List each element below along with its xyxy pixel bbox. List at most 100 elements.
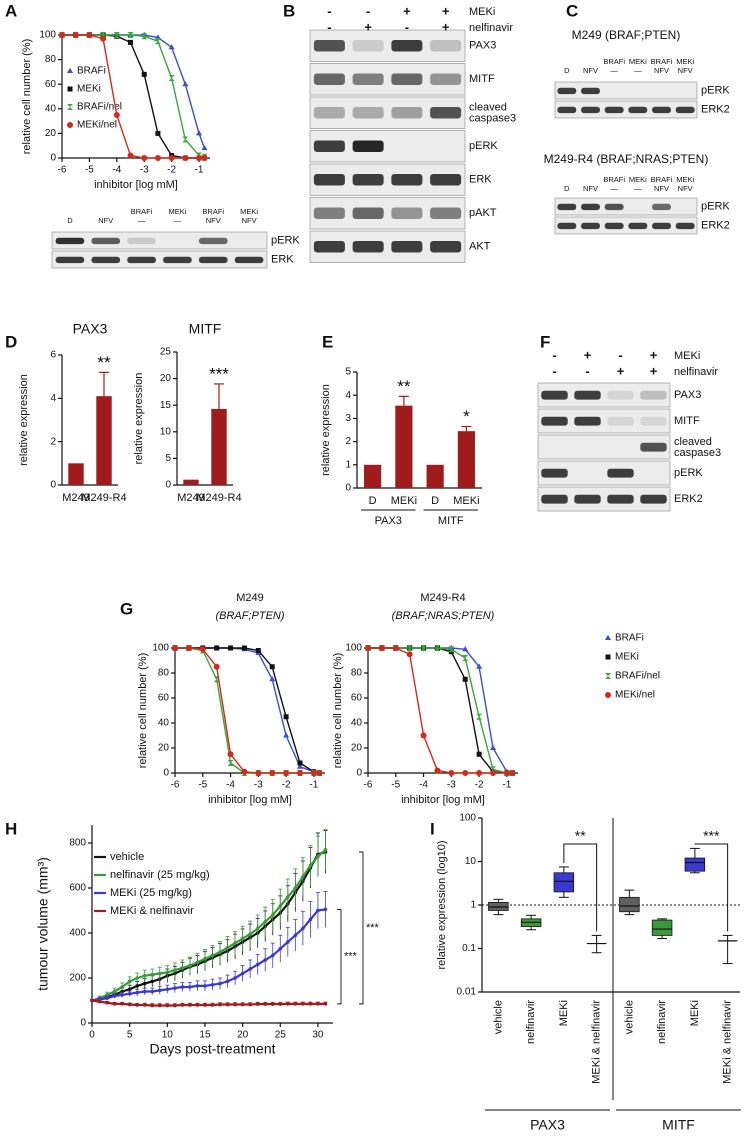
marker <box>180 966 185 970</box>
marker <box>269 676 276 682</box>
lane-label: MEKi <box>240 207 258 216</box>
marker <box>168 155 175 161</box>
band-label: pERK <box>271 234 300 246</box>
band <box>607 390 634 400</box>
marker <box>135 1003 139 1007</box>
lane-label: MEKi <box>168 207 186 216</box>
y-tick-label: 0 <box>163 768 169 779</box>
blot-title: M249 (BRAF;PTEN) <box>572 28 681 42</box>
marker <box>150 1003 155 1008</box>
y-tick-label: 6 <box>50 350 56 361</box>
significance-bracket <box>337 908 342 1005</box>
marker <box>434 767 441 774</box>
y-tick-label: 0 <box>345 483 351 494</box>
marker <box>168 44 175 50</box>
x-tick-label: -2 <box>282 780 291 791</box>
lane-label: MEKi <box>676 175 694 184</box>
marker <box>180 1003 185 1007</box>
band-label: MITF <box>469 73 495 85</box>
marker <box>286 895 290 899</box>
x-tick-label: 0 <box>89 1030 95 1041</box>
y-tick-label: 40 <box>158 718 170 729</box>
marker <box>67 122 73 128</box>
marker <box>127 152 134 159</box>
y-tick-label: 20 <box>160 373 172 384</box>
x-tick-label: nelfinavir <box>656 1000 668 1044</box>
y-axis-label: relative cell number (%) <box>332 653 344 769</box>
y-tick-label: 15 <box>160 400 172 411</box>
treatment-sign: + <box>650 347 658 362</box>
chart-subtitle: (BRAF;PTEN) <box>215 610 284 622</box>
marker <box>157 1003 162 1008</box>
band-label: cleaved <box>674 436 712 448</box>
marker <box>165 987 170 992</box>
treatment-label: MEKi <box>674 350 700 362</box>
marker <box>269 770 276 776</box>
lane-label: MEKi <box>629 175 647 184</box>
marker <box>188 985 192 989</box>
y-axis-label: relative expression <box>320 384 332 476</box>
treatment-sign: + <box>650 363 658 378</box>
marker <box>476 663 483 669</box>
band <box>163 256 192 264</box>
box <box>619 896 640 913</box>
significance-label: *** <box>366 922 380 934</box>
series-line <box>91 908 326 1002</box>
y-tick-label: 3 <box>345 413 351 424</box>
band-label: pERK <box>469 140 498 152</box>
marker <box>218 950 222 954</box>
treatment-sign: - <box>366 3 370 18</box>
y-tick-label: 60 <box>351 693 363 704</box>
band <box>557 222 577 230</box>
marker <box>308 917 313 922</box>
marker <box>448 770 455 776</box>
series-line <box>368 647 513 774</box>
band <box>607 494 634 504</box>
blot-strip <box>51 231 268 250</box>
band <box>574 416 601 426</box>
marker <box>141 155 148 161</box>
significance-label: ** <box>397 377 411 396</box>
chart-title: M249-R4 <box>420 592 465 604</box>
lane-label: — <box>634 66 642 75</box>
legend-label: BRAFi <box>615 633 644 644</box>
x-tick-label: -1 <box>195 165 204 176</box>
bar <box>96 396 112 485</box>
x-tick-label: M249-R4 <box>196 492 241 504</box>
blot-title: M249-R4 (BRAF;NRAS;PTEN) <box>544 152 709 166</box>
lane-label: — <box>174 216 182 225</box>
marker <box>67 104 73 110</box>
band <box>198 256 228 264</box>
y-tick-label: 1 <box>345 459 351 470</box>
series-line <box>368 647 513 774</box>
marker <box>434 645 441 651</box>
marker <box>196 130 203 136</box>
marker <box>203 1003 207 1007</box>
band <box>313 73 345 85</box>
lane-label: MEKi <box>676 57 694 66</box>
box <box>651 919 673 936</box>
lane-label: — <box>610 184 618 193</box>
band <box>313 241 345 253</box>
y-tick-label: 1 <box>470 900 476 911</box>
lane-label: — <box>634 184 642 193</box>
x-tick-label: -3 <box>254 780 263 791</box>
marker <box>248 932 252 936</box>
marker <box>283 732 290 738</box>
marker <box>112 1002 117 1006</box>
band-label: MITF <box>674 415 700 427</box>
lane-label: D <box>564 66 570 75</box>
chart-title: MITF <box>189 321 222 337</box>
blot-strip <box>554 197 698 216</box>
x-tick-label: MEKi <box>558 1000 570 1026</box>
y-axis-label: relative expression <box>133 373 145 465</box>
marker <box>263 919 268 924</box>
x-tick-label: 5 <box>127 1030 133 1041</box>
marker <box>263 1002 268 1006</box>
series-line <box>62 34 205 159</box>
marker <box>263 958 268 962</box>
treatment-label: nelfinavir <box>469 22 513 34</box>
x-tick-label: 25 <box>275 1030 287 1041</box>
x-tick-label: MEKi <box>689 1000 701 1026</box>
